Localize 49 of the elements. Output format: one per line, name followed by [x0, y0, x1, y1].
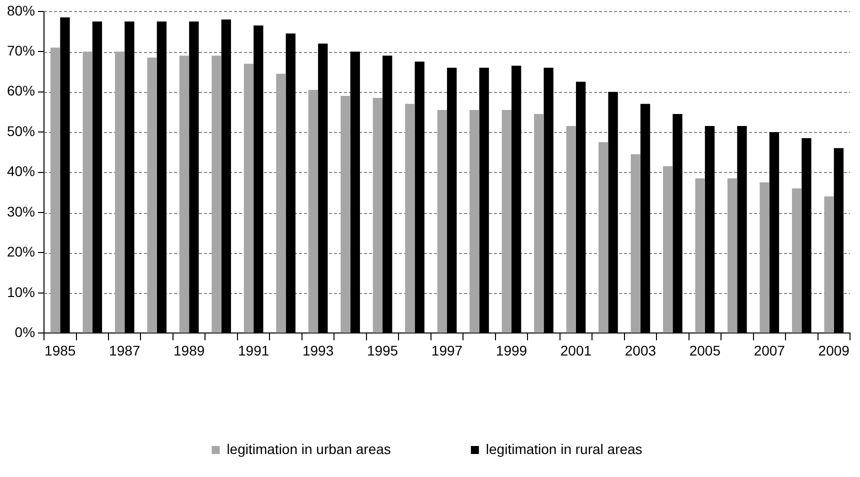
- x-tick-label: 2001: [560, 342, 592, 358]
- bar: [663, 166, 673, 333]
- bar: [405, 104, 415, 333]
- x-tick-label: 1995: [366, 342, 398, 358]
- bar: [566, 126, 576, 333]
- bar: [276, 74, 286, 333]
- bar: [727, 178, 738, 333]
- x-tick-label: 2009: [818, 342, 850, 358]
- x-tick-label: 1999: [496, 342, 528, 358]
- x-tick-label: 1985: [44, 342, 76, 358]
- y-tick-label: 60%: [6, 82, 36, 99]
- bar: [212, 56, 222, 333]
- y-tick-label: 20%: [6, 244, 36, 260]
- bar: [760, 182, 770, 333]
- bar: [824, 196, 834, 333]
- bar: [308, 90, 318, 333]
- bar: [470, 110, 480, 333]
- y-tick-label: 80%: [6, 2, 36, 18]
- y-tick-label: 50%: [6, 122, 36, 139]
- bar: [114, 52, 125, 333]
- x-tick-label: 1997: [431, 342, 463, 358]
- x-tick-label: 2007: [754, 342, 786, 358]
- bar: [792, 188, 802, 333]
- bar: [372, 98, 383, 333]
- y-tick-label: 70%: [6, 42, 36, 58]
- x-tick-label: 1991: [238, 342, 270, 358]
- bar: [340, 96, 350, 333]
- x-tick-label: 1987: [109, 342, 140, 358]
- bar: [695, 178, 705, 333]
- bar: [179, 56, 190, 333]
- bar: [437, 110, 448, 333]
- x-tick-label: 1989: [174, 342, 205, 358]
- y-tick-label: 40%: [6, 163, 36, 180]
- x-tick-label: 2003: [624, 342, 656, 358]
- bar: [502, 110, 512, 333]
- y-tick-label: 0%: [14, 324, 36, 340]
- x-tick-label: 2005: [689, 342, 721, 358]
- legend-label: legitimation in urban areas: [226, 440, 391, 457]
- bar: [534, 114, 544, 333]
- bar: [598, 142, 608, 333]
- bar: [244, 64, 254, 333]
- y-tick-label: 10%: [6, 284, 36, 300]
- x-tick-label: 1993: [302, 342, 334, 358]
- legend-label: legitimation in rural areas: [486, 440, 642, 457]
- bar: [630, 154, 640, 333]
- y-tick-label: 30%: [6, 203, 36, 220]
- bar: [50, 48, 60, 333]
- bar: [147, 58, 157, 333]
- bar: [82, 52, 92, 333]
